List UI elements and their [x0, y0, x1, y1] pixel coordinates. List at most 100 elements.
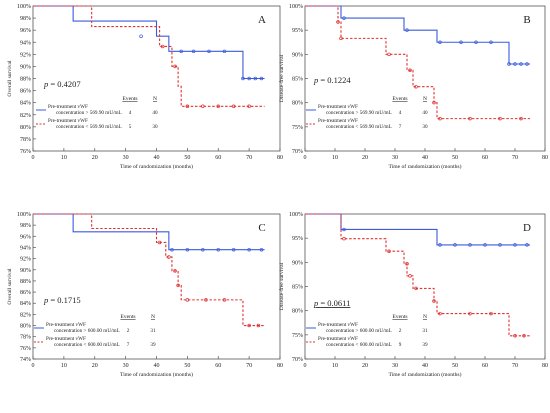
- y-tick-label-b: 95%: [292, 28, 303, 34]
- legend-label-detail-a-high: concentration > 569.90 mU/mL: [56, 110, 122, 116]
- censor-mark-b-low: [498, 116, 502, 121]
- censor-mark-b-low: [339, 36, 343, 41]
- survival-curve-c-high: [33, 213, 265, 251]
- y-tick-label-d: 70%: [292, 357, 303, 363]
- y-tick-label-d: 95%: [292, 236, 303, 242]
- legend-events-a-low: 5: [129, 124, 132, 130]
- x-tick-label-a: 20: [92, 155, 98, 161]
- p-value-number-a: = 0.4207: [50, 79, 80, 89]
- censor-mark-c-low: [247, 323, 251, 328]
- legend-header-n-d: N: [423, 314, 427, 320]
- censor-mark-b-low: [438, 116, 442, 121]
- panel-d: 0 10 20 30 40 50 60 70 80 70% 75% 80% 85% 90% 95% 100% T…: [278, 212, 548, 378]
- x-axis-label-d: Time of randomization (months): [389, 371, 462, 378]
- censor-mark-b-high: [519, 62, 523, 66]
- y-tick-label-c: 84%: [20, 301, 31, 307]
- legend-n-b-low: 30: [422, 124, 428, 130]
- censor-mark-d-high: [342, 227, 346, 232]
- legend-events-c-low: 7: [127, 342, 130, 348]
- censor-mark-b-low: [408, 68, 412, 73]
- censor-mark-d-high: [513, 243, 517, 247]
- legend-label-detail-c-low: concentration < 600.00 mU/mL: [54, 342, 120, 348]
- p-value-symbol-a: p: [43, 79, 50, 89]
- censor-mark-a-low: [173, 64, 177, 69]
- y-tick-label-b: 100%: [289, 4, 303, 10]
- y-tick-label-a: 78%: [20, 137, 31, 143]
- x-tick-label-b: 40: [422, 155, 428, 161]
- y-tick-label-c: 74%: [20, 357, 31, 363]
- censor-mark-c-high: [247, 247, 251, 252]
- censor-mark-a-high: [139, 34, 143, 38]
- censor-mark-d-low: [468, 311, 472, 316]
- legend-label-a-high: Pre-treatment vWF: [48, 104, 88, 110]
- x-tick-label-a: 70: [246, 155, 252, 161]
- censor-mark-b-low: [414, 84, 418, 89]
- legend-label-detail-c-high: concentration > 600.00 mU/mL: [54, 328, 120, 334]
- legend-n-d-high: 31: [422, 328, 428, 334]
- x-tick-label-c: 60: [215, 363, 221, 369]
- censor-mark-b-high: [342, 16, 346, 20]
- censor-mark-d-high: [498, 243, 502, 247]
- censor-mark-d-high: [453, 243, 457, 247]
- y-tick-label-c: 98%: [20, 223, 31, 229]
- survival-curve-d-low: [305, 213, 530, 337]
- censor-mark-d-low: [408, 274, 412, 278]
- y-axis-label-c: Overall survival: [7, 268, 13, 305]
- panel-letter-b: B: [523, 14, 530, 26]
- p-value-a: p = 0.4207: [43, 79, 81, 89]
- x-tick-label-b: 80: [542, 155, 548, 161]
- legend-label-detail-b-low: concentration < 569.90 mU/mL: [326, 124, 392, 130]
- y-axis-label-d: Disease-free survival: [278, 262, 285, 310]
- y-tick-label-a: 100%: [17, 4, 31, 10]
- survival-curve-d-high: [305, 213, 530, 246]
- panel-letter-a: A: [258, 14, 266, 26]
- censor-mark-a-high: [222, 49, 227, 54]
- legend-label-detail-d-low: concentration < 600.00 mU/mL: [326, 342, 392, 348]
- censor-mark-b-high: [507, 62, 511, 66]
- x-tick-label-a: 50: [184, 155, 190, 161]
- legend-label-d-low: Pre-treatment vWF: [318, 336, 358, 342]
- survival-curve-c-low: [33, 213, 265, 327]
- legend-n-b-high: 40: [422, 110, 428, 116]
- censor-mark-b-high: [438, 40, 442, 44]
- censor-mark-c-high: [185, 247, 190, 252]
- censor-mark-d-low: [342, 236, 346, 241]
- censor-mark-c-low: [185, 298, 190, 302]
- legend-header-events-d: Events: [392, 314, 407, 320]
- x-tick-label-c: 20: [92, 363, 98, 369]
- y-tick-label-a: 92%: [20, 52, 31, 58]
- censor-mark-d-low: [432, 299, 436, 303]
- x-tick-label-a: 30: [123, 155, 129, 161]
- x-tick-label-d: 70: [512, 363, 518, 369]
- x-tick-label-a: 60: [215, 155, 221, 161]
- x-tick-label-b: 0: [304, 155, 307, 161]
- y-tick-label-a: 80%: [20, 125, 31, 131]
- censor-mark-b-low: [387, 52, 391, 57]
- legend-events-b-low: 7: [399, 124, 402, 130]
- x-tick-label-d: 80: [542, 363, 548, 369]
- censor-mark-a-high: [253, 76, 258, 81]
- legend-header-n-b: N: [423, 96, 427, 102]
- censor-mark-c-low: [222, 298, 227, 302]
- x-tick-label-c: 10: [61, 363, 67, 369]
- y-tick-label-d: 85%: [292, 285, 303, 291]
- legend-header-events-c: Events: [120, 314, 135, 320]
- censor-mark-a-low: [185, 104, 190, 109]
- y-tick-label-c: 86%: [20, 290, 31, 296]
- legend-label-c-low: Pre-treatment vWF: [46, 336, 86, 342]
- y-tick-label-a: 90%: [20, 64, 31, 70]
- y-tick-label-c: 100%: [17, 212, 31, 218]
- panel-a: 0 10 20 30 40 50 60 70 80 76% 78% 80% 82% 84% 86% 88% 90…: [7, 4, 283, 170]
- censor-mark-b-high: [405, 28, 409, 32]
- y-tick-label-a: 88%: [20, 77, 31, 83]
- censor-mark-a-high: [179, 49, 183, 54]
- x-tick-label-b: 70: [512, 155, 518, 161]
- legend-label-detail-a-low: concentration < 569.90 mU/mL: [56, 124, 122, 130]
- y-tick-label-a: 98%: [20, 16, 31, 22]
- panel-c: 0 10 20 30 40 50 60 70 80 74% 76% 78% 80% 82% 84% 86% 88…: [7, 212, 283, 378]
- legend-label-d-high: Pre-treatment vWF: [318, 322, 358, 328]
- legend-events-d-low: 9: [399, 342, 402, 348]
